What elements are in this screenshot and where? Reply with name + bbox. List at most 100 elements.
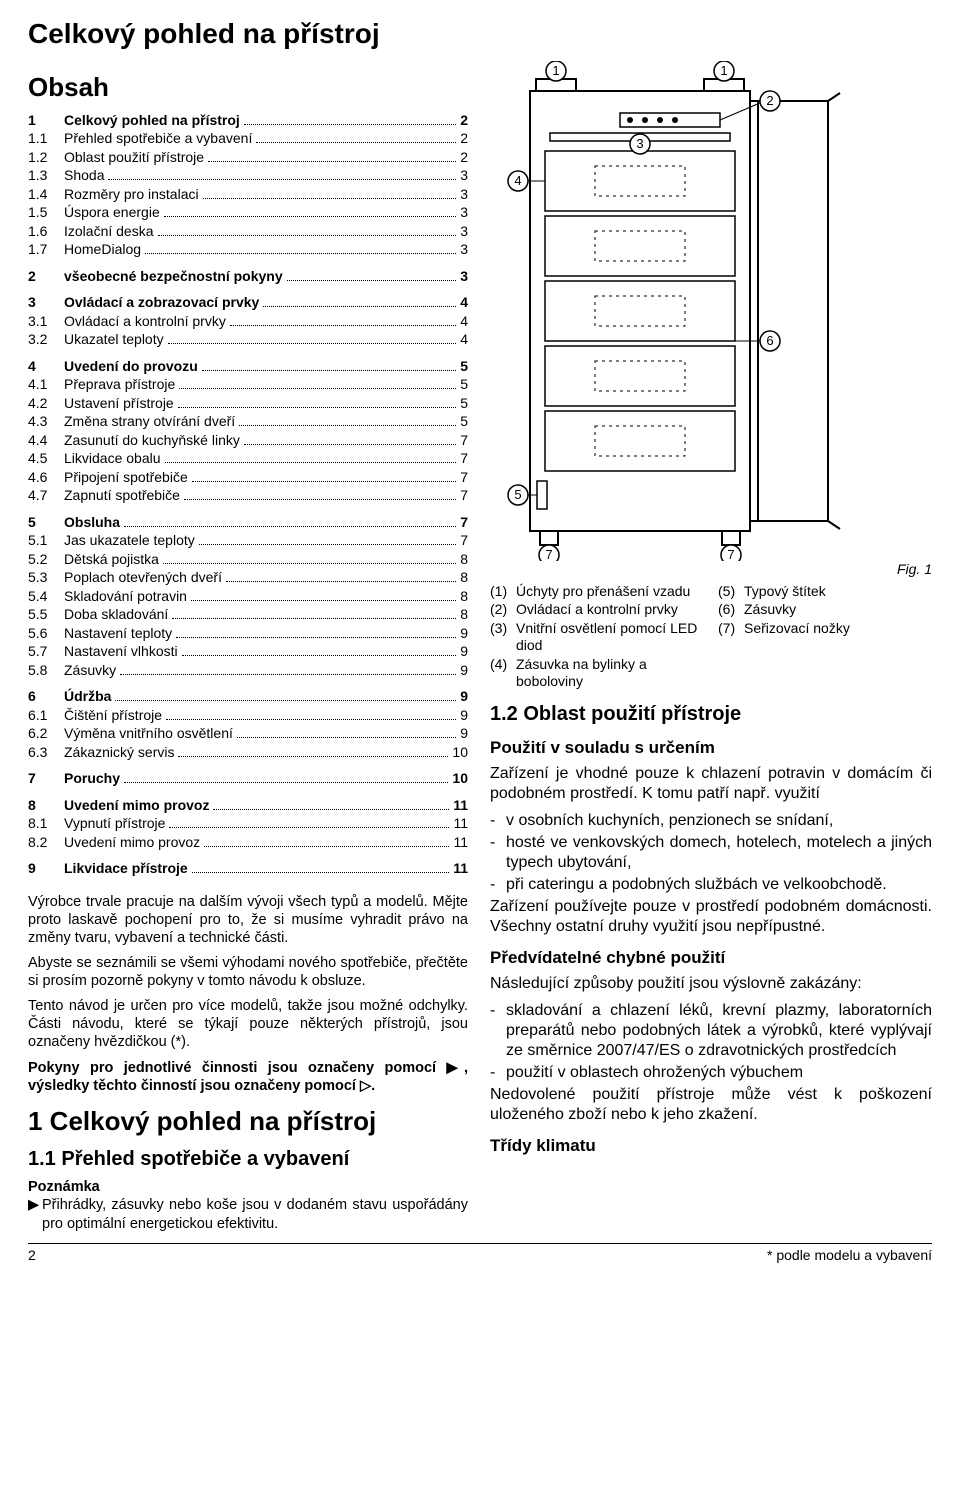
toc-number: 4.5: [28, 450, 64, 468]
legend-text: Vnitřní osvětlení pomocí LED diod: [516, 620, 704, 655]
toc-number: 4.6: [28, 469, 64, 487]
toc-number: 5: [28, 514, 64, 532]
toc-number: 1.3: [28, 167, 64, 185]
toc-leader-dots: [124, 526, 456, 527]
toc-leader-dots: [145, 253, 456, 254]
legend-item: (5)Typový štítek: [718, 583, 932, 601]
figure-legend: (1)Úchyty pro přenášení vzadu(2)Ovládací…: [490, 583, 932, 692]
list-text: použití v oblastech ohrožených výbuchem: [506, 1063, 803, 1083]
toc-label: Rozměry pro instalaci: [64, 186, 199, 204]
toc-label: Obsluha: [64, 514, 120, 532]
toc-number: 5.6: [28, 625, 64, 643]
toc-label: Uvedení mimo provoz: [64, 797, 209, 815]
toc-label: Připojení spotřebiče: [64, 469, 188, 487]
toc-leader-dots: [208, 161, 456, 162]
toc-row: 3.2Ukazatel teploty4: [28, 331, 468, 349]
toc-row: 2všeobecné bezpečnostní pokyny3: [28, 268, 468, 286]
toc-leader-dots: [213, 809, 449, 810]
toc-row: 5.5Doba skladování8: [28, 606, 468, 624]
toc-page-number: 4: [460, 313, 468, 331]
toc-page-number: 3: [460, 223, 468, 241]
toc-page-number: 4: [460, 331, 468, 349]
two-column-layout: Obsah 1Celkový pohled na přístroj21.1Pře…: [28, 61, 932, 1233]
section-1-heading: 1 Celkový pohled na přístroj: [28, 1105, 468, 1138]
toc-label: Úspora energie: [64, 204, 160, 222]
toc-leader-dots: [172, 618, 456, 619]
toc-number: 6: [28, 688, 64, 706]
toc-label: Ukazatel teploty: [64, 331, 164, 349]
legend-number: (7): [718, 620, 744, 638]
toc-row: 1.1Přehled spotřebiče a vybavení2: [28, 130, 468, 148]
toc-page-number: 9: [460, 688, 468, 706]
list-text: hosté ve venkovských domech, hotelech, m…: [506, 833, 932, 873]
legend-item: (1)Úchyty pro přenášení vzadu: [490, 583, 704, 601]
toc-leader-dots: [237, 737, 456, 738]
section-1-2-1-heading: Použití v souladu s určením: [490, 737, 932, 758]
list-item: -hosté ve venkovských domech, hotelech, …: [490, 833, 932, 873]
legend-text: Zásuvka na bylinky a boboloviny: [516, 656, 704, 691]
toc-page-number: 2: [460, 130, 468, 148]
toc-number: 8.1: [28, 815, 64, 833]
list-text: v osobních kuchyních, penzionech se sníd…: [506, 811, 833, 831]
toc-page-number: 2: [460, 112, 468, 130]
toc-label: Čištění přístroje: [64, 707, 162, 725]
svg-text:7: 7: [545, 547, 552, 561]
toc-page-number: 11: [453, 815, 468, 833]
toc-number: 4.4: [28, 432, 64, 450]
body-paragraph: Výrobce trvale pracuje na dalším vývoji …: [28, 893, 468, 947]
footer-page-number: 2: [28, 1247, 36, 1265]
toc-row: 8.1Vypnutí přístroje11: [28, 815, 468, 833]
legend-number: (2): [490, 601, 516, 619]
toc-row: 5.8Zásuvky9: [28, 662, 468, 680]
legend-text: Seřizovací nožky: [744, 620, 932, 638]
svg-text:6: 6: [766, 333, 773, 348]
toc-page-number: 3: [460, 204, 468, 222]
toc-number: 9: [28, 860, 64, 878]
toc-page-number: 3: [460, 186, 468, 204]
toc-leader-dots: [169, 827, 449, 828]
toc-label: Zapnutí spotřebiče: [64, 487, 180, 505]
toc-number: 5.5: [28, 606, 64, 624]
toc-label: Nastavení teploty: [64, 625, 172, 643]
toc-label: Doba skladování: [64, 606, 168, 624]
toc-number: 1.4: [28, 186, 64, 204]
toc-label: Ovládací a kontrolní prvky: [64, 313, 226, 331]
section-1-2-2-heading: Předvídatelné chybné použití: [490, 947, 932, 968]
note-text: Přihrádky, zásuvky nebo koše jsou v doda…: [42, 1196, 468, 1232]
toc-number: 1.2: [28, 149, 64, 167]
toc-leader-dots: [166, 719, 456, 720]
toc-page-number: 8: [460, 551, 468, 569]
toc-leader-dots: [263, 306, 456, 307]
toc-page-number: 9: [460, 707, 468, 725]
section-1-2-3-heading: Třídy klimatu: [490, 1135, 932, 1156]
toc-leader-dots: [163, 563, 456, 564]
toc-row: 1.3Shoda3: [28, 167, 468, 185]
toc-page-number: 9: [460, 662, 468, 680]
toc-label: Oblast použití přístroje: [64, 149, 204, 167]
toc-number: 1.1: [28, 130, 64, 148]
toc-label: Údržba: [64, 688, 111, 706]
toc-label: Izolační deska: [64, 223, 154, 241]
toc-row: 4Uvedení do provozu5: [28, 358, 468, 376]
toc-page-number: 3: [460, 167, 468, 185]
legend-item: (7)Seřizovací nožky: [718, 620, 932, 638]
toc-number: 6.2: [28, 725, 64, 743]
toc-page-number: 11: [453, 860, 468, 878]
toc-number: 3.1: [28, 313, 64, 331]
page-footer: 2 * podle modelu a vybavení: [28, 1243, 932, 1265]
toc-page-number: 5: [460, 395, 468, 413]
toc-label: Uvedení mimo provoz: [64, 834, 200, 852]
toc-leader-dots: [178, 756, 448, 757]
toc-row: 7Poruchy10: [28, 770, 468, 788]
left-column: Obsah 1Celkový pohled na přístroj21.1Pře…: [28, 61, 468, 1233]
toc-page-number: 7: [460, 532, 468, 550]
toc-leader-dots: [178, 407, 456, 408]
toc-page-number: 9: [460, 725, 468, 743]
toc-label: Ovládací a zobrazovací prvky: [64, 294, 259, 312]
note-label: Poznámka: [28, 1178, 468, 1196]
toc-label: Nastavení vlhkosti: [64, 643, 178, 661]
body-paragraph: Abyste se seznámili se všemi výhodami no…: [28, 954, 468, 990]
toc-leader-dots: [108, 179, 456, 180]
legend-number: (4): [490, 656, 516, 691]
svg-text:3: 3: [636, 136, 643, 151]
